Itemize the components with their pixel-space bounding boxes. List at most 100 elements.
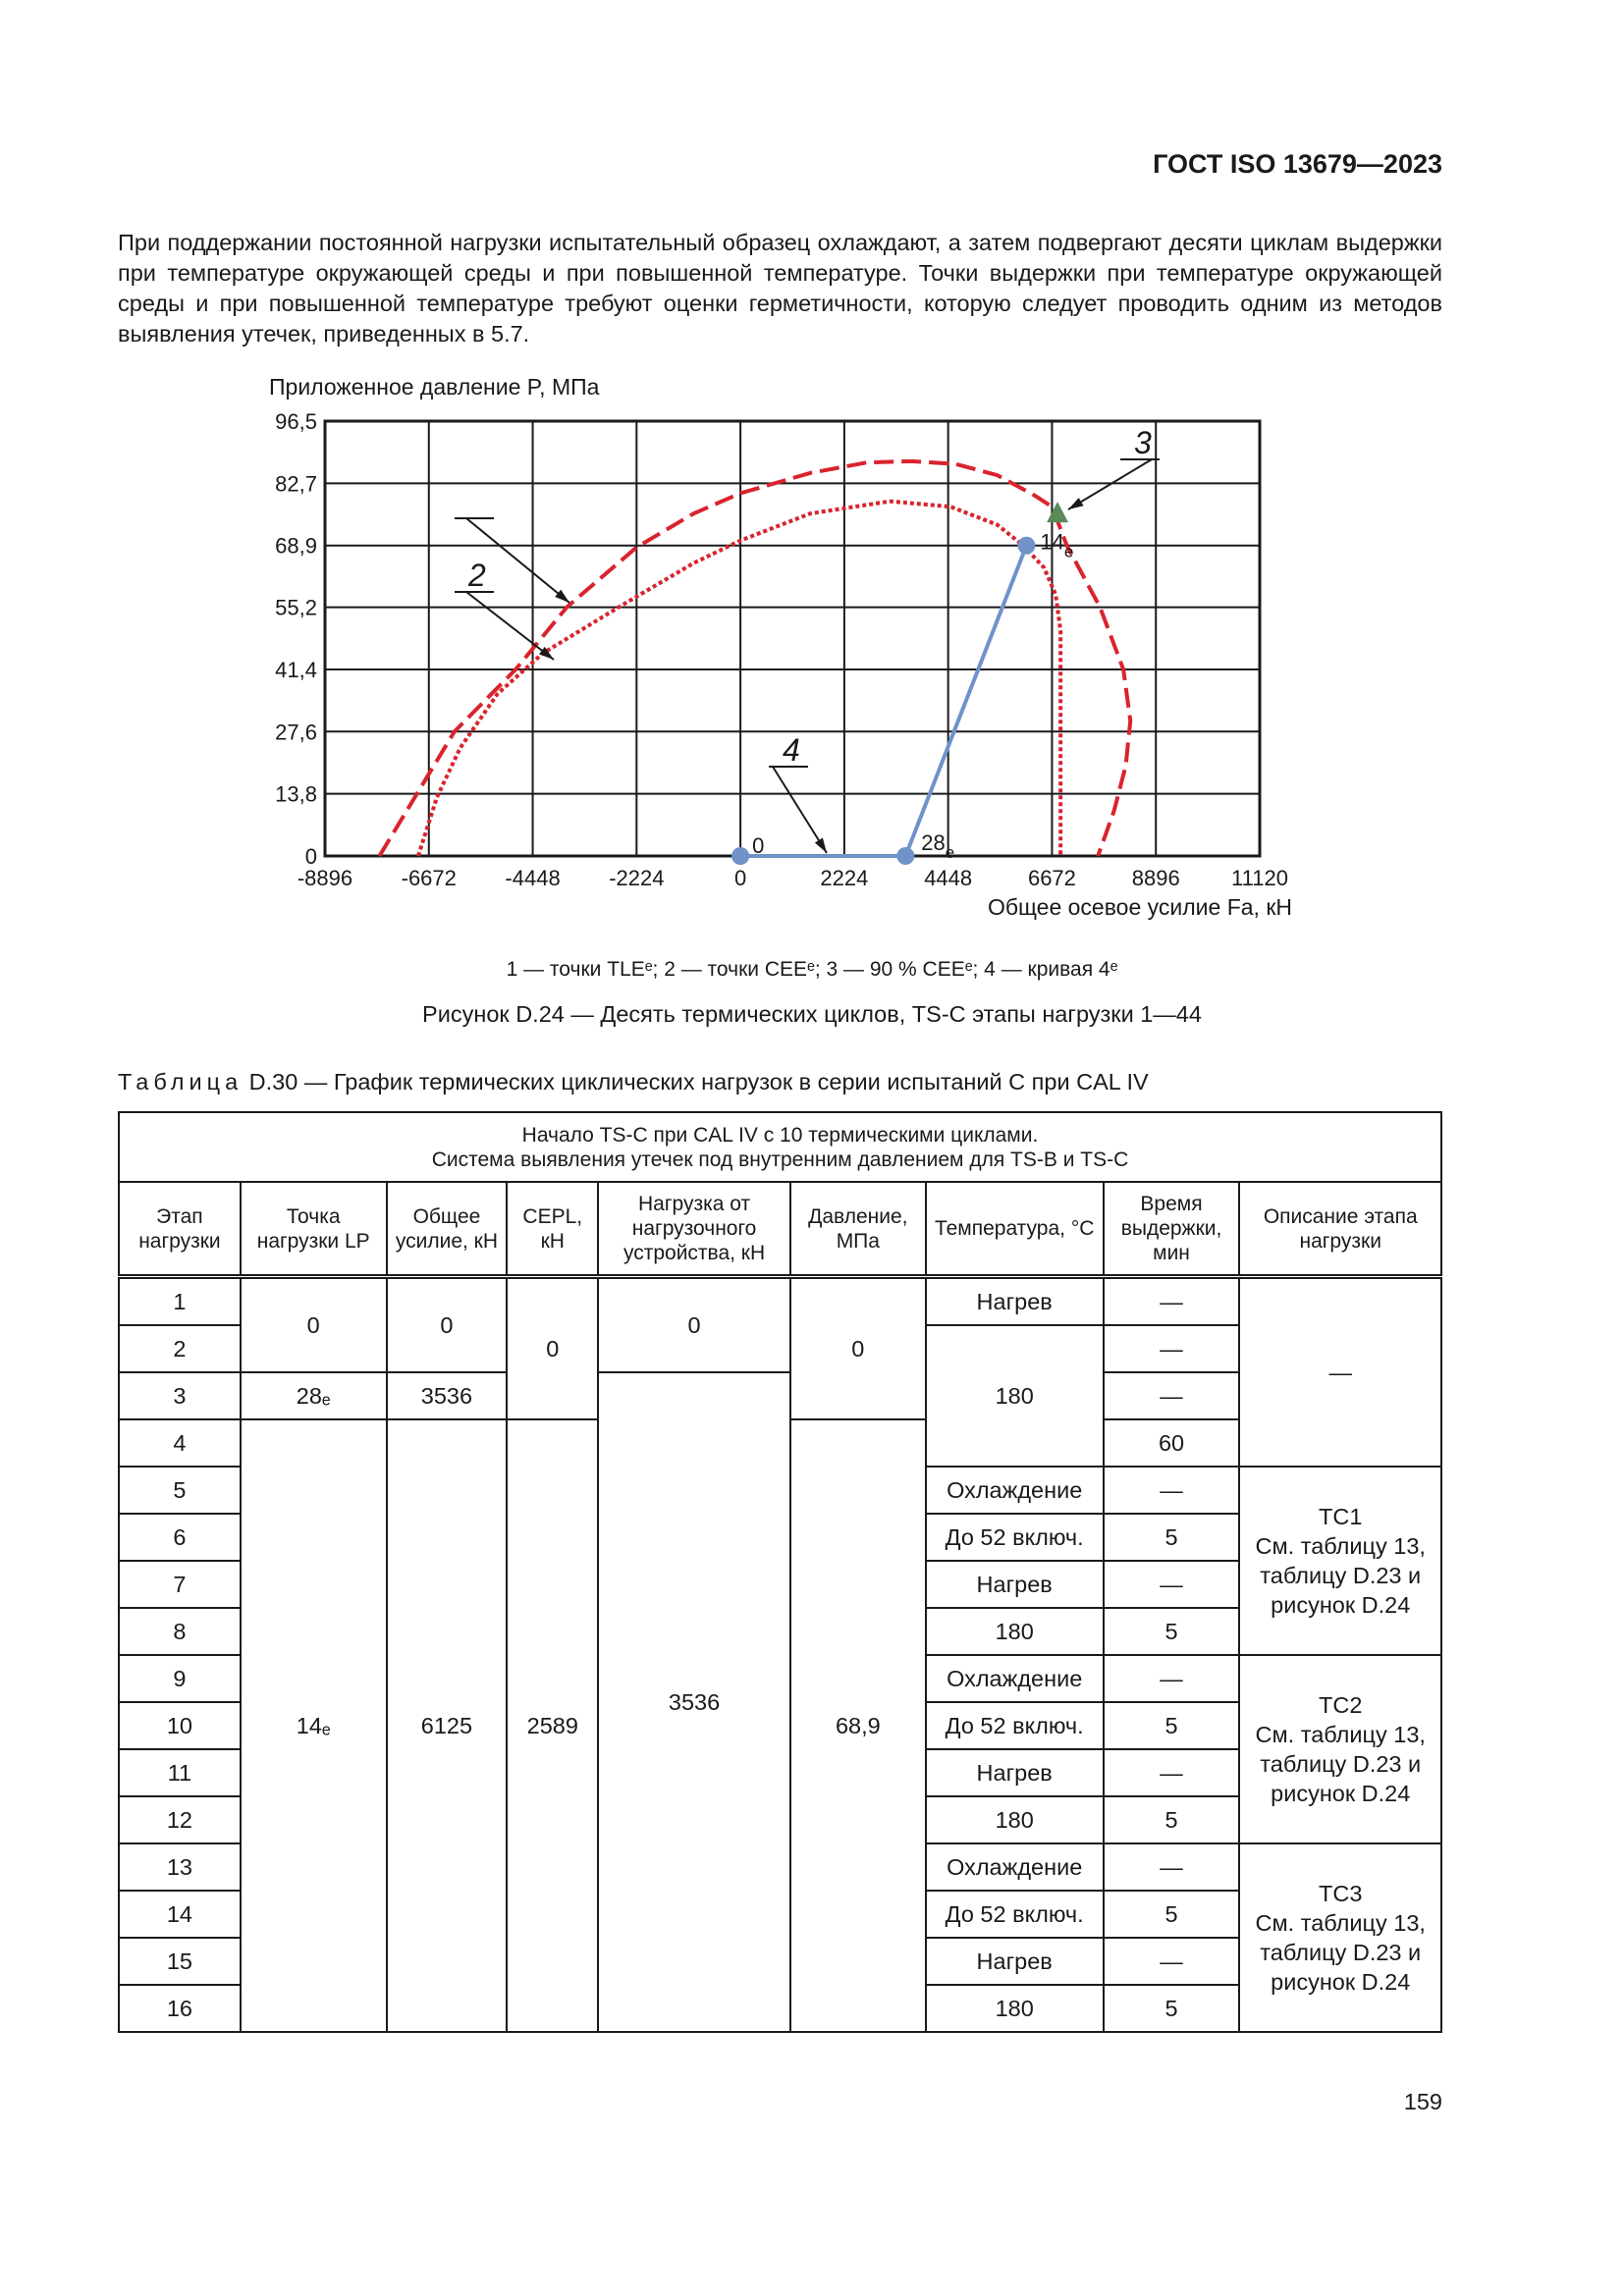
- table-row: 11 Нагрев —: [118, 1748, 1441, 1797]
- curve-4-line: [377, 458, 1133, 858]
- x-axis-label: Общее осевое усилие Fa, кН: [988, 894, 1292, 920]
- y-tick-label: 68,9: [275, 534, 317, 559]
- table-row: 7 Нагрев —: [118, 1560, 1441, 1609]
- thermal-cycle-table: Начало TS-C при CAL IV с 10 термическими…: [118, 1111, 1442, 2033]
- column-header: Время выдержки, мин: [1102, 1181, 1241, 1279]
- table-cell: 14: [118, 1890, 242, 1939]
- point-label: 28e: [921, 830, 954, 862]
- table-cell: Нагрев: [924, 1937, 1105, 1986]
- table-cell: 3536: [597, 1371, 791, 2033]
- table-cell: 68,9: [788, 1418, 927, 2033]
- table-cell: До 52 включ.: [924, 1701, 1105, 1750]
- column-header: Этап нагрузки: [118, 1181, 242, 1279]
- table-title: Таблица D.30 — График термических циклич…: [118, 1069, 1149, 1095]
- table-cell: 5: [1102, 1701, 1241, 1750]
- table-cell: —: [1102, 1371, 1241, 1420]
- table-cell: 11: [118, 1748, 242, 1797]
- table-cell: 16: [118, 1984, 242, 2033]
- table-cell: 2589: [506, 1418, 600, 2033]
- table-cell: TC1 См. таблицу 13, таблицу D.23 и рисун…: [1238, 1466, 1442, 1656]
- table-cell: До 52 включ.: [924, 1513, 1105, 1562]
- table-row: 13 Охлаждение — TC3 См. таблицу 13, таблицу…: [118, 1842, 1442, 2033]
- y-tick-label: 13,8: [275, 782, 317, 807]
- table-row: 3 28ₑ 3536 3536—: [118, 1371, 1441, 2033]
- y-tick-label: 41,4: [275, 658, 317, 682]
- tle-point: [731, 847, 750, 865]
- callout-leader-line: [465, 517, 570, 604]
- table-cell: 60: [1102, 1418, 1241, 1468]
- table-row: 2 180—: [118, 1324, 1441, 1468]
- table-cell: 5: [1102, 1513, 1241, 1562]
- table-cell: —: [1238, 1275, 1442, 1468]
- x-tick-label: 6672: [1028, 866, 1076, 890]
- table-row: 14 До 52 включ. 5: [118, 1890, 1441, 1939]
- callout-arrowhead: [555, 589, 569, 603]
- tle-path-line: [740, 544, 1029, 858]
- x-tick-label: -8896: [298, 866, 352, 890]
- table-cell: 5: [1102, 1984, 1241, 2033]
- table-cell: —: [1102, 1842, 1241, 1892]
- table-cell: 5: [1102, 1890, 1241, 1939]
- table-cell: 180: [924, 1324, 1105, 1468]
- point-label-main: 14: [1040, 530, 1063, 555]
- table-cell: 180: [924, 1795, 1105, 1844]
- table-row: 10 До 52 включ. 5: [118, 1701, 1441, 1750]
- table-cell: —: [1102, 1654, 1241, 1703]
- table-cell: 0: [788, 1275, 927, 1420]
- table-row: 6 До 52 включ. 5: [118, 1513, 1441, 1562]
- table-cell: 0: [385, 1275, 509, 1373]
- x-tick-label: 0: [734, 866, 746, 890]
- x-tick-label: 2224: [820, 866, 868, 890]
- curve-callout-label: 2: [467, 558, 486, 593]
- table-cell: 0: [597, 1275, 791, 1373]
- point-label-main: 0: [752, 833, 764, 858]
- curve-3-line: [416, 499, 1063, 857]
- curve-callout-label: 3: [1134, 425, 1152, 460]
- table-cell: 5: [1102, 1607, 1241, 1656]
- table-row: 4 14ₑ 6125 2589 68,9 60: [118, 1418, 1441, 2033]
- table-cell: 1: [118, 1275, 242, 1326]
- table-cell: 180: [924, 1984, 1105, 2033]
- table-cell: До 52 включ.: [924, 1890, 1105, 1939]
- body-paragraph: При поддержании постоянной нагрузки испы…: [118, 230, 1442, 347]
- column-header: Давление, МПа: [788, 1181, 927, 1279]
- callout-leader-line: [1067, 458, 1153, 510]
- y-tick-label: 96,5: [275, 409, 317, 434]
- table-row: 12 180 5: [118, 1795, 1441, 1844]
- table-cell: 6: [118, 1513, 242, 1562]
- table-cell: —: [1102, 1324, 1241, 1373]
- y-tick-label: 55,2: [275, 596, 317, 620]
- point-label: 14e: [1040, 530, 1073, 561]
- table-cell: 0: [239, 1275, 388, 1373]
- point-label-sub: e: [946, 843, 954, 862]
- cee-triangle-marker: [1047, 502, 1069, 523]
- table-row: 9 Охлаждение — TC2 См. таблицу 13, таблицу …: [118, 1654, 1442, 1844]
- point-label-main: 28: [921, 830, 945, 855]
- table-cell: Охлаждение: [924, 1466, 1105, 1515]
- table-cell: 3536: [385, 1371, 509, 1420]
- load-envelope-chart: -8896 -6672 -4448 -2224 0 2224 4448 6672 8896 111…: [269, 374, 1292, 920]
- table-cell: TC2 См. таблицу 13, таблицу D.23 и рисун…: [1238, 1654, 1442, 1844]
- column-header: Точка нагрузки LP: [239, 1181, 388, 1279]
- group-header: Начало TS-C при CAL IV с 10 термическими…: [118, 1111, 1442, 1183]
- callout-arrowhead: [539, 646, 554, 660]
- table-cell: 13: [118, 1842, 242, 1892]
- figure-caption: Рисунок D.24 — Десять термических циклов…: [422, 1001, 1202, 1027]
- table-row: 8 180 5: [118, 1607, 1441, 1656]
- table-cell: 5: [1102, 1795, 1241, 1844]
- table-cell: 2: [118, 1324, 242, 1373]
- table-row: 16 180 5: [118, 1984, 1441, 2033]
- table-cell: Нагрев: [924, 1560, 1105, 1609]
- x-tick-label: -4448: [505, 866, 560, 890]
- table-title-text: D.30 — График термических циклических на…: [243, 1069, 1149, 1095]
- table-cell: 180: [924, 1607, 1105, 1656]
- table-cell: Нагрев: [924, 1748, 1105, 1797]
- column-header: Температура, °С: [924, 1181, 1105, 1279]
- tle-point: [896, 847, 915, 865]
- table-cell: 3: [118, 1371, 242, 1420]
- table-cell: —: [1102, 1560, 1241, 1609]
- table-cell: 6125: [385, 1418, 509, 2033]
- x-tick-label: 8896: [1132, 866, 1180, 890]
- y-axis-label: Приложенное давление P, МПа: [269, 374, 600, 400]
- table-cell: 10: [118, 1701, 242, 1750]
